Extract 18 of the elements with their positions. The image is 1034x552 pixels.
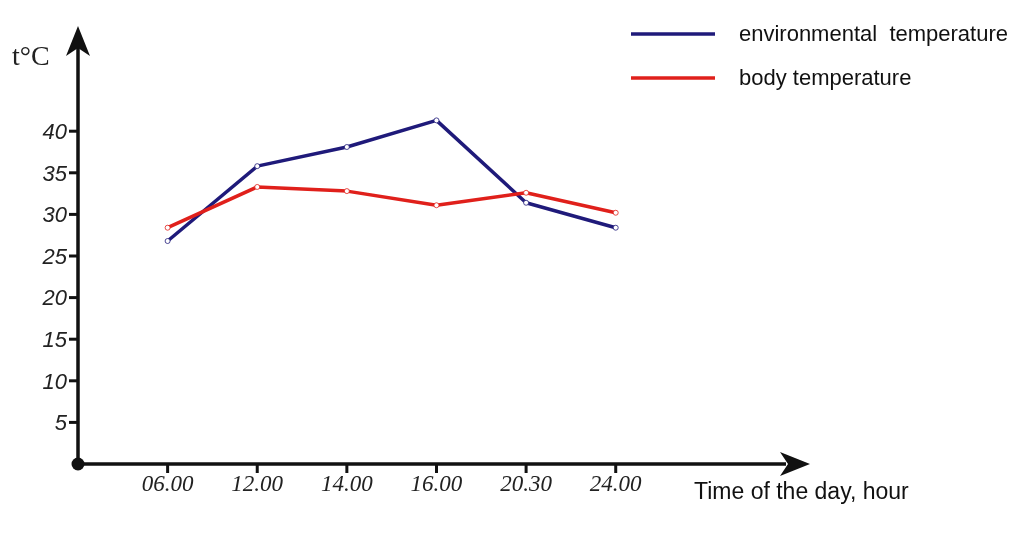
y-tick-label: 15 bbox=[42, 327, 68, 353]
legend-label: body temperature bbox=[738, 65, 912, 91]
y-tick-label: 10 bbox=[42, 368, 68, 394]
x-tick-label: 06.00 bbox=[141, 471, 194, 497]
y-tick-label: 40 bbox=[42, 119, 68, 145]
x-axis-title: Time of the day, hour bbox=[694, 478, 909, 505]
x-tick-label: 14.00 bbox=[320, 471, 374, 497]
x-tick-label: 16.00 bbox=[410, 471, 463, 497]
y-tick-label: 30 bbox=[42, 202, 68, 228]
y-axis-title: t°C bbox=[12, 40, 50, 72]
y-tick-label: 5 bbox=[54, 410, 68, 436]
y-tick-label: 35 bbox=[42, 160, 68, 186]
y-tick-label: 20 bbox=[41, 285, 68, 311]
y-tick-label: 25 bbox=[41, 243, 68, 269]
x-tick-label: 12.00 bbox=[231, 471, 284, 497]
legend-label: environmental temperature bbox=[738, 21, 1008, 47]
x-tick-label: 20.30 bbox=[500, 471, 553, 497]
x-tick-label: 24.00 bbox=[589, 471, 643, 497]
